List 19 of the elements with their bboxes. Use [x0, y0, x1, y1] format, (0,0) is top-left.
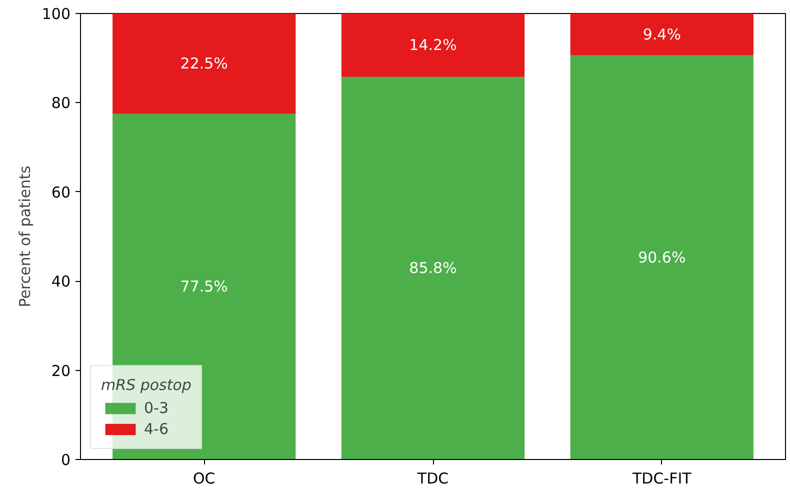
- x-tick-label: TDC: [416, 470, 449, 488]
- y-tick-label: 100: [42, 5, 71, 23]
- data-label: 22.5%: [180, 54, 228, 73]
- y-tick-label: 40: [51, 272, 71, 291]
- legend-label: 0-3: [144, 399, 168, 417]
- y-tick-label: 80: [51, 94, 71, 112]
- data-label: 90.6%: [638, 248, 686, 266]
- x-tick-label: OC: [192, 470, 216, 488]
- y-tick-label: 60: [51, 183, 71, 202]
- y-tick-label: 20: [51, 362, 71, 380]
- data-label: 77.5%: [180, 278, 228, 296]
- legend-title: mRS postop: [101, 376, 192, 394]
- data-label: 85.8%: [409, 259, 457, 278]
- y-axis-title: Percent of patients: [16, 166, 34, 308]
- y-tick-label: 0: [60, 451, 71, 469]
- legend-label: 4-6: [144, 420, 168, 438]
- data-label: 14.2%: [409, 36, 457, 54]
- x-tick-label: TDC-FIT: [631, 470, 692, 488]
- data-label: 9.4%: [642, 25, 681, 44]
